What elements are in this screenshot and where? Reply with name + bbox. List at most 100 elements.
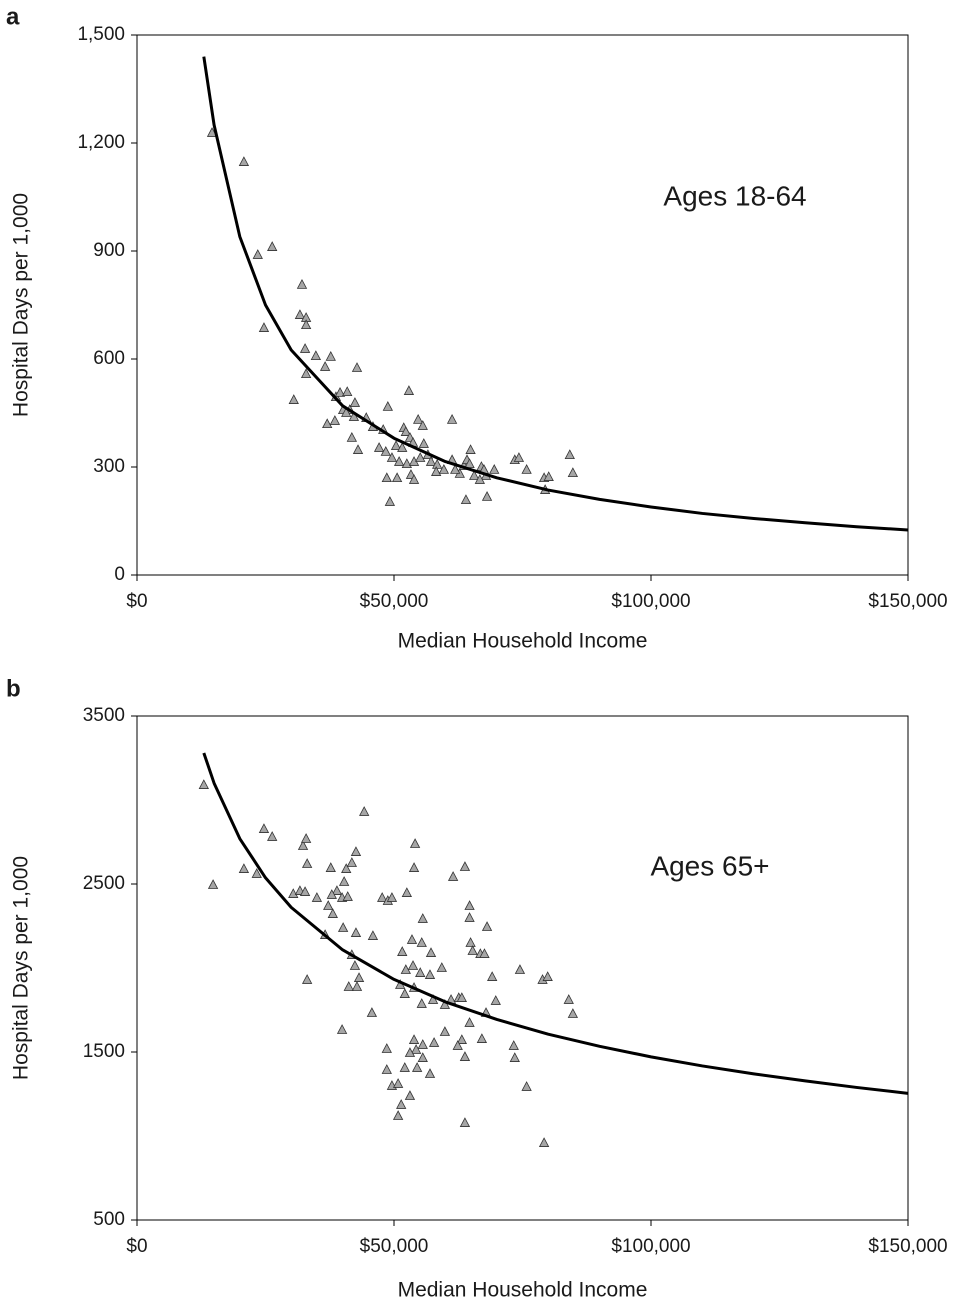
point (427, 994, 439, 1004)
x-axis-title: Median Household Income (398, 630, 648, 653)
point (296, 278, 308, 289)
point (456, 1034, 468, 1044)
x-axis-title: Median Household Income (398, 1279, 648, 1302)
point (397, 442, 408, 452)
point (514, 964, 526, 974)
point (349, 960, 361, 970)
y-tick-label: 2500 (83, 873, 125, 894)
point (350, 927, 362, 937)
x-tick-label: $50,000 (360, 591, 429, 612)
x-tick-label: $0 (126, 1236, 147, 1257)
point (353, 972, 365, 982)
point (267, 831, 278, 841)
point (416, 998, 427, 1008)
point (331, 885, 343, 895)
point (415, 967, 426, 977)
point (404, 1090, 416, 1100)
point (341, 863, 352, 873)
point (396, 1099, 407, 1109)
panel-label: a (6, 3, 20, 30)
point (300, 319, 312, 330)
x-tick-label: $0 (126, 591, 147, 612)
point (417, 1039, 428, 1049)
point (386, 892, 398, 902)
point (467, 945, 478, 955)
point (384, 496, 396, 506)
point (409, 838, 421, 848)
point (297, 840, 309, 850)
point (399, 1062, 410, 1072)
point (381, 1064, 392, 1074)
point (252, 249, 263, 259)
point (299, 886, 311, 896)
point (410, 1044, 422, 1054)
point (342, 386, 353, 397)
point (381, 1043, 392, 1053)
point (424, 1068, 436, 1078)
point (300, 833, 312, 843)
point (538, 1137, 550, 1147)
point (207, 879, 219, 889)
point (408, 1034, 420, 1044)
point (460, 494, 472, 505)
point (400, 426, 411, 436)
point (465, 444, 476, 454)
point (430, 466, 442, 476)
point (567, 467, 579, 478)
point (373, 442, 385, 452)
point (447, 871, 459, 881)
point (397, 946, 408, 956)
annotation: Ages 65+ (650, 850, 769, 881)
point (341, 407, 352, 417)
point (367, 930, 379, 940)
point (391, 472, 403, 483)
point (294, 309, 306, 319)
point (464, 912, 475, 922)
point (456, 992, 468, 1002)
point (401, 887, 413, 897)
point (348, 411, 360, 421)
point (198, 779, 209, 789)
point (382, 401, 393, 411)
point (403, 385, 415, 395)
point (521, 464, 532, 474)
y-tick-label: 500 (93, 1209, 125, 1230)
y-tick-label: 1,500 (77, 24, 125, 45)
point (408, 862, 420, 872)
point (322, 418, 333, 429)
point (258, 823, 270, 833)
point (288, 394, 299, 404)
point (489, 464, 500, 474)
point (474, 474, 486, 484)
point (464, 1017, 475, 1027)
point (338, 876, 350, 886)
point (513, 452, 525, 462)
point (418, 438, 429, 448)
point (446, 413, 458, 424)
point (438, 464, 450, 474)
x-tick-label: $50,000 (360, 1236, 429, 1257)
point (459, 1051, 471, 1061)
y-axis-title: Hospital Days per 1,000 (10, 193, 33, 417)
point (542, 971, 553, 981)
y-tick-label: 0 (114, 564, 125, 585)
point (411, 1062, 423, 1072)
point (459, 861, 471, 871)
point (490, 995, 501, 1005)
point (346, 431, 358, 442)
y-tick-label: 300 (93, 456, 125, 477)
panel-label: b (6, 675, 21, 702)
point (301, 858, 313, 868)
x-tick-label: $150,000 (868, 591, 947, 612)
point (563, 994, 574, 1004)
fit-curve (202, 752, 909, 1095)
point (346, 857, 358, 867)
point (377, 892, 388, 902)
point (408, 474, 420, 484)
point (481, 921, 493, 931)
point (393, 456, 405, 466)
point (508, 1040, 519, 1050)
point (428, 1037, 440, 1047)
point (464, 458, 475, 469)
